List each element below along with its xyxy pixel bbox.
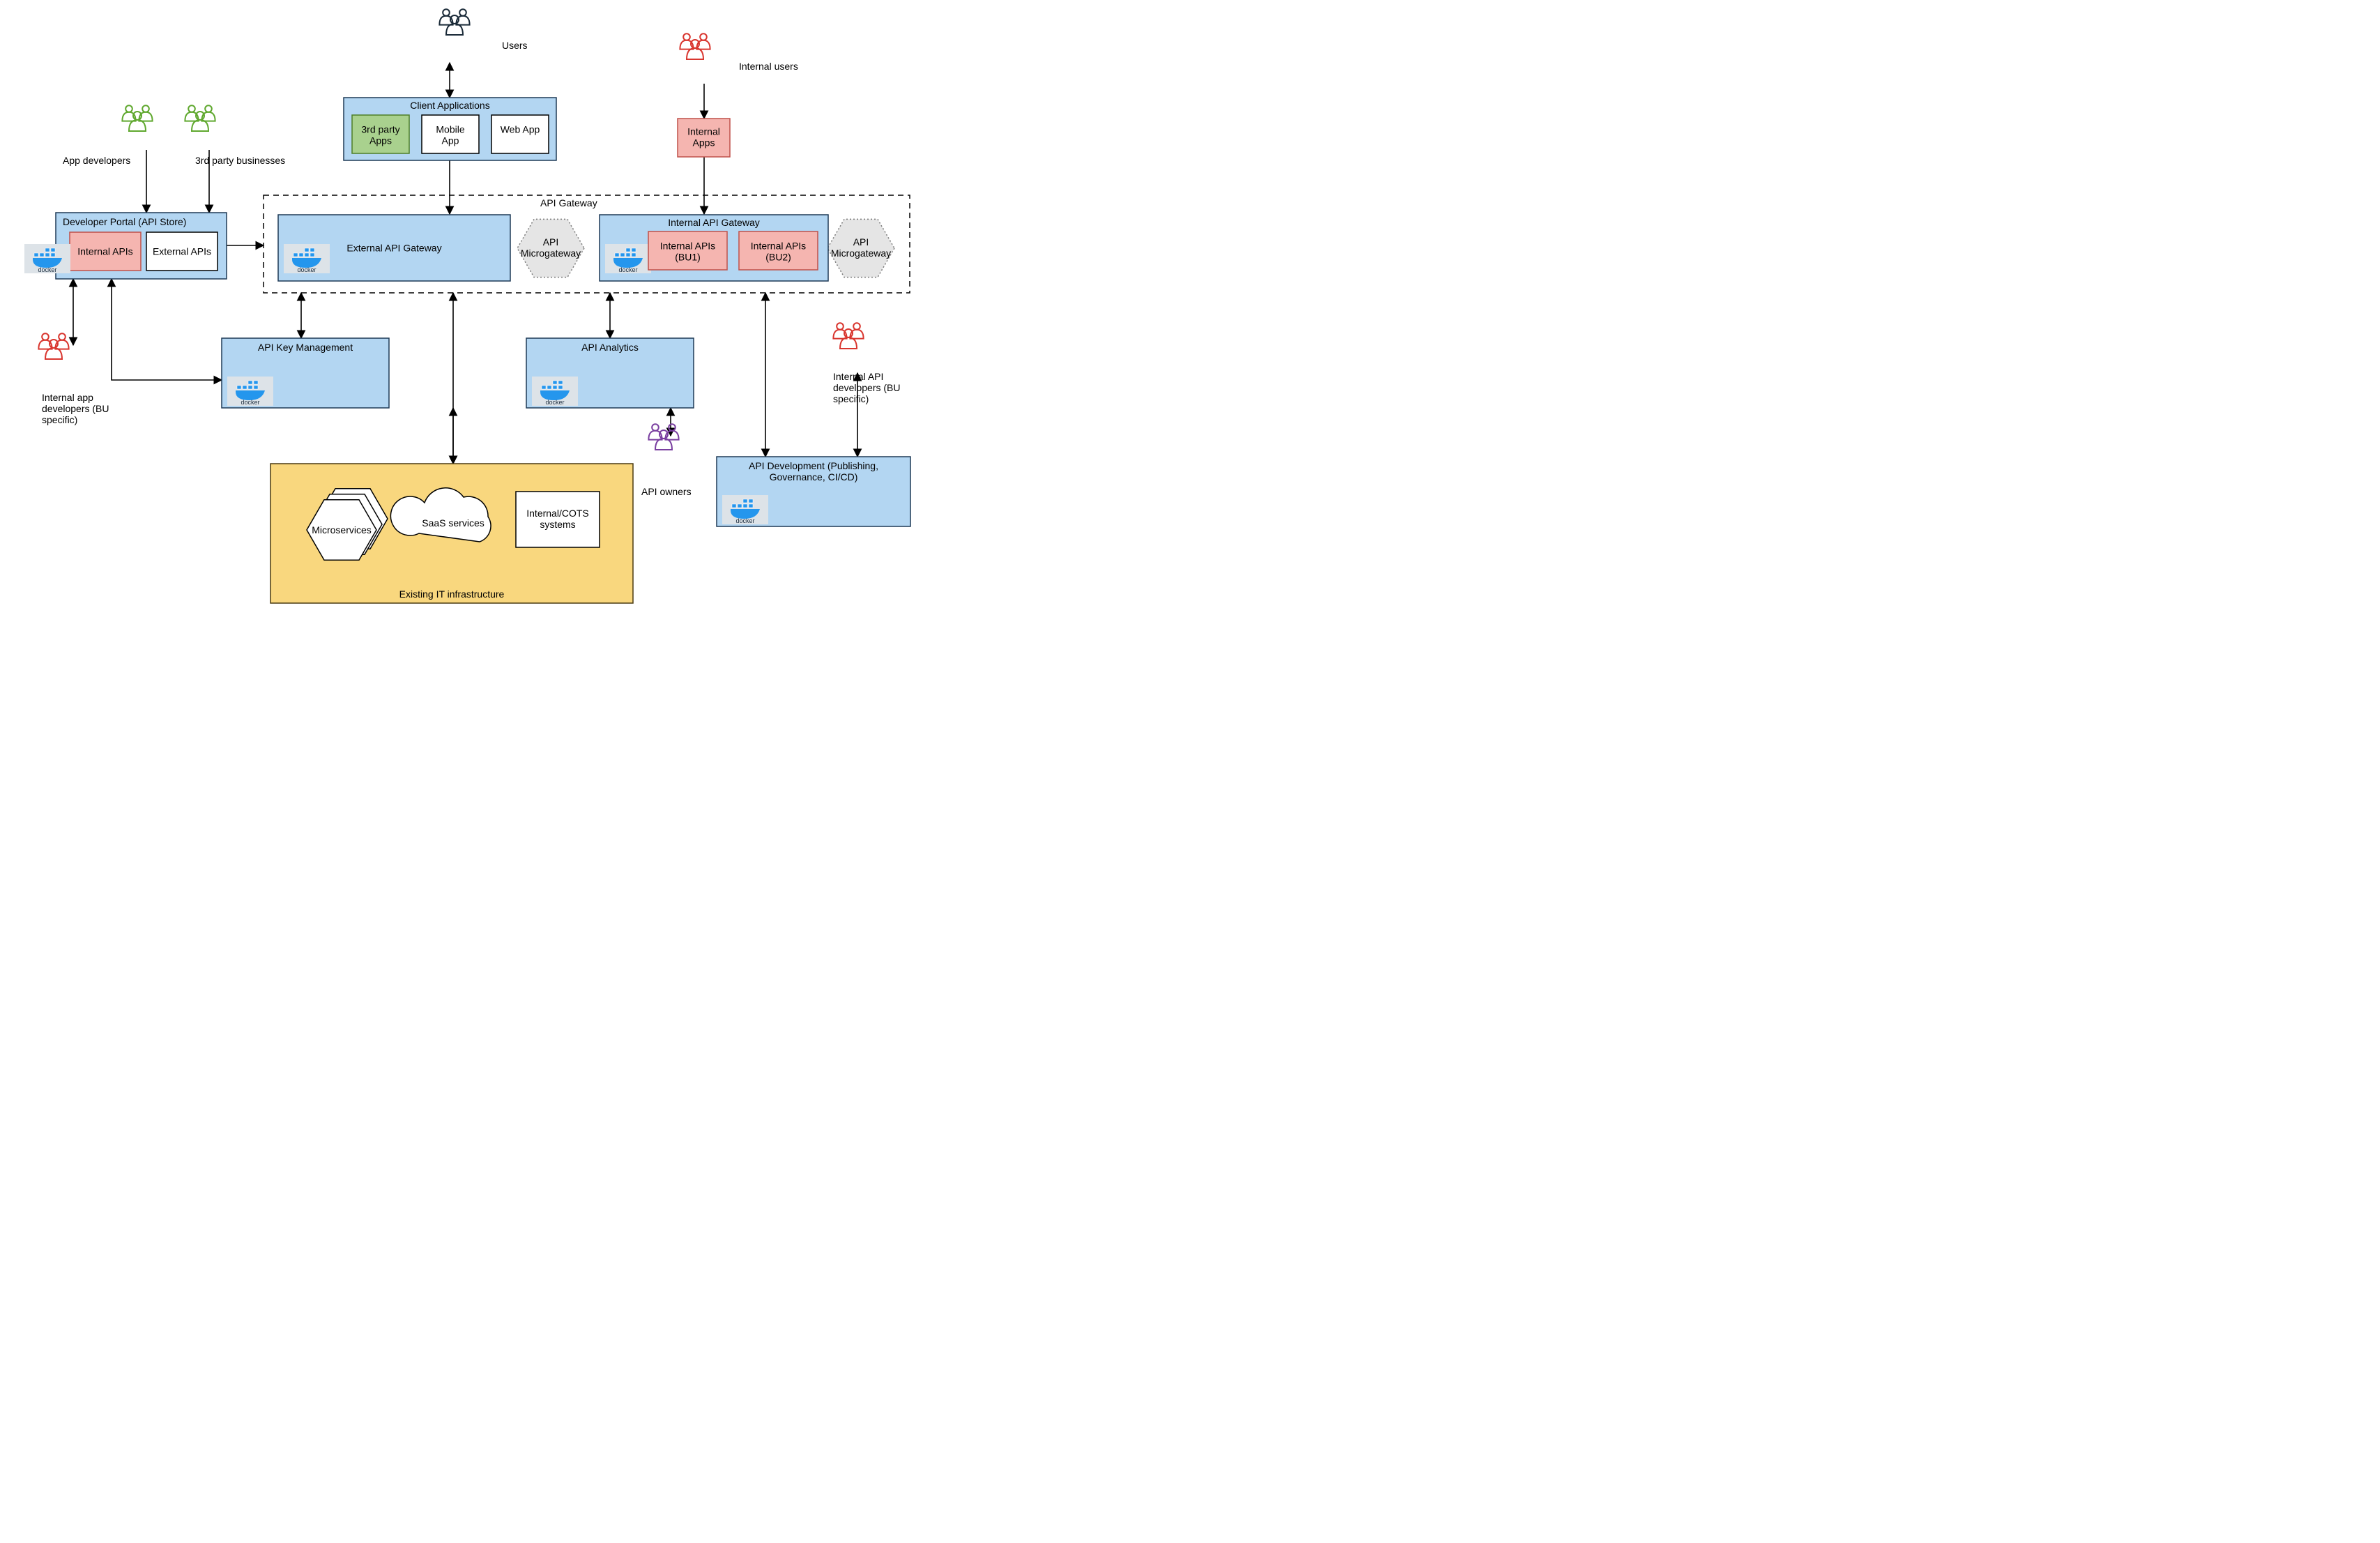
docker-icon: docker: [605, 244, 651, 273]
microservices-label: Microservices: [312, 524, 372, 535]
svg-text:docker: docker: [297, 266, 316, 273]
existing-it-infrastructure-label: Existing IT infrastructure: [399, 588, 505, 600]
docker-icon: docker: [284, 244, 330, 273]
developer-portal-title: Developer Portal (API Store): [63, 216, 186, 227]
appDevelopers-actor-icon: [122, 105, 152, 131]
docker-icon: docker: [227, 377, 273, 406]
externalGw-label: External API Gateway: [346, 243, 441, 254]
thirdPartyBiz-label: 3rd party businesses: [195, 155, 285, 166]
apiOwners-actor-icon: [648, 424, 678, 450]
internalApiDevs-actor-icon: [833, 323, 863, 349]
internalAPIs-label: Internal APIs: [77, 246, 132, 257]
architecture-diagram: API GatewayAPIMicrogatewayExternal API G…: [0, 0, 1078, 621]
svg-text:docker: docker: [735, 517, 754, 524]
saas-services-label: SaaS services: [422, 517, 484, 529]
users-actor-icon: [439, 9, 469, 35]
svg-text:docker: docker: [38, 266, 56, 273]
docker-icon: docker: [722, 495, 768, 524]
docker-icon: docker: [532, 377, 578, 406]
svg-text:docker: docker: [545, 399, 564, 406]
docker-icon: docker: [24, 244, 70, 273]
thirdPartyBiz-actor-icon: [185, 105, 215, 131]
svg-text:docker: docker: [241, 399, 259, 406]
internalAppDevs-actor-icon: [38, 333, 68, 359]
svg-text:docker: docker: [618, 266, 637, 273]
api-key-management-title: API Key Management: [258, 342, 353, 353]
internalApiDevs-label: Internal APIdevelopers (BUspecific): [833, 371, 901, 404]
apiOwners-label: API owners: [641, 486, 692, 497]
client-applications-title: Client Applications: [410, 100, 489, 111]
api-gateway-title: API Gateway: [540, 197, 597, 208]
internalGw-title: Internal API Gateway: [668, 217, 760, 228]
externalAPIs-label: External APIs: [153, 246, 211, 257]
internalAppDevs-label: Internal appdevelopers (BUspecific): [42, 392, 109, 425]
internalUsers-actor-icon: [680, 33, 710, 59]
users-label: Users: [502, 40, 528, 51]
internalUsers-label: Internal users: [739, 61, 798, 72]
api-analytics-title: API Analytics: [581, 342, 639, 353]
webApp-label: Web App: [501, 124, 540, 135]
appDevelopers-label: App developers: [63, 155, 130, 166]
